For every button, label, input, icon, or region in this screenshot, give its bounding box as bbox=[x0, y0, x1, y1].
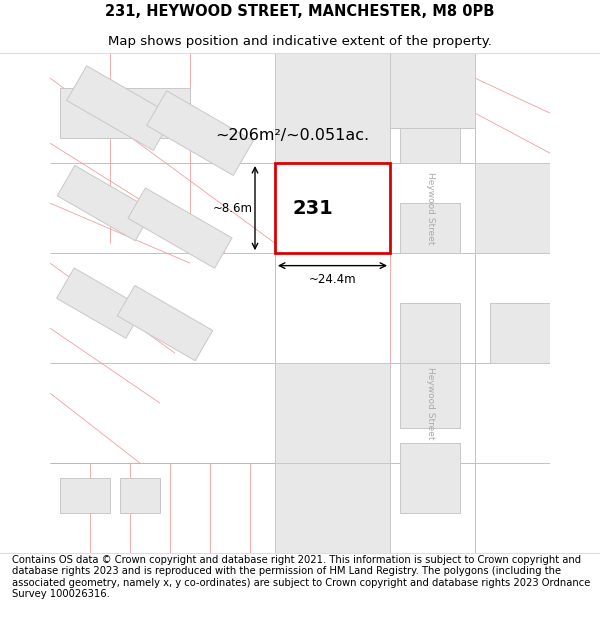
Text: Heywood Street: Heywood Street bbox=[425, 172, 434, 244]
Text: 231, HEYWOOD STREET, MANCHESTER, M8 0PB: 231, HEYWOOD STREET, MANCHESTER, M8 0PB bbox=[106, 4, 494, 19]
Text: Heywood Street: Heywood Street bbox=[425, 367, 434, 439]
Polygon shape bbox=[275, 463, 390, 553]
Text: ~8.6m: ~8.6m bbox=[212, 202, 253, 214]
Polygon shape bbox=[390, 53, 475, 128]
Polygon shape bbox=[275, 363, 390, 463]
Polygon shape bbox=[400, 443, 460, 513]
Polygon shape bbox=[146, 91, 253, 176]
Polygon shape bbox=[120, 478, 160, 513]
Polygon shape bbox=[60, 478, 110, 513]
Text: 231: 231 bbox=[292, 199, 333, 217]
Polygon shape bbox=[400, 203, 460, 253]
Polygon shape bbox=[400, 303, 460, 363]
Polygon shape bbox=[128, 188, 232, 268]
Polygon shape bbox=[275, 53, 390, 163]
Text: Map shows position and indicative extent of the property.: Map shows position and indicative extent… bbox=[108, 35, 492, 48]
Polygon shape bbox=[475, 163, 550, 253]
Text: ~24.4m: ~24.4m bbox=[308, 273, 356, 286]
Polygon shape bbox=[275, 163, 390, 253]
Polygon shape bbox=[67, 66, 173, 151]
Polygon shape bbox=[117, 286, 213, 361]
Polygon shape bbox=[57, 166, 153, 241]
Text: ~206m²/~0.051ac.: ~206m²/~0.051ac. bbox=[215, 128, 370, 143]
Polygon shape bbox=[400, 363, 460, 428]
Polygon shape bbox=[490, 303, 550, 363]
Polygon shape bbox=[56, 268, 143, 338]
Polygon shape bbox=[400, 128, 460, 163]
Text: Contains OS data © Crown copyright and database right 2021. This information is : Contains OS data © Crown copyright and d… bbox=[12, 554, 590, 599]
Polygon shape bbox=[60, 88, 190, 138]
